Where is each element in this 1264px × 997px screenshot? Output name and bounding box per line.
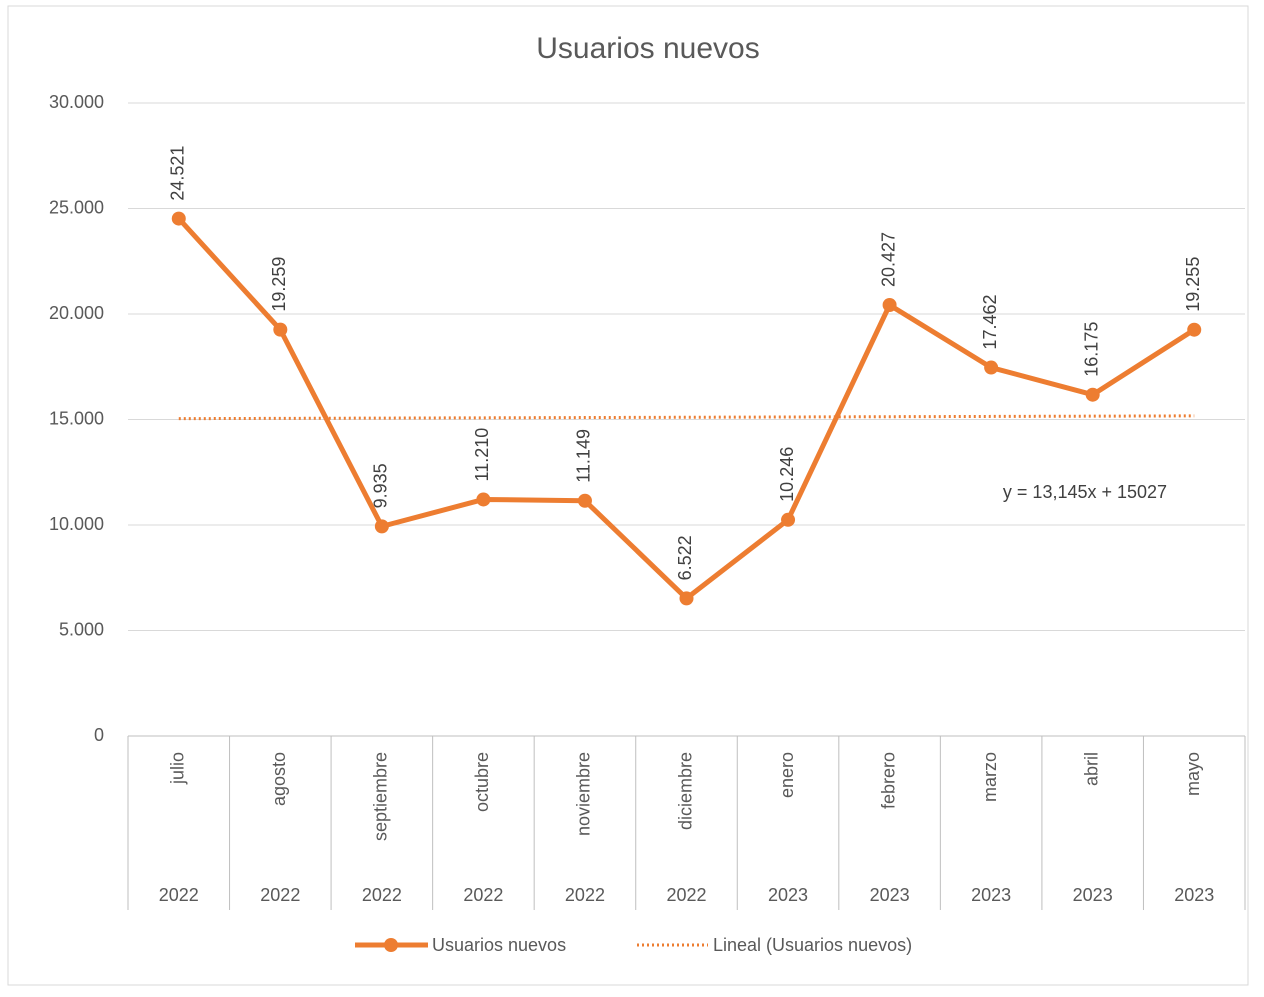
data-point: [476, 492, 491, 507]
x-tick-label: diciembre: [675, 752, 695, 830]
x-group-label: 2023: [870, 885, 910, 905]
x-group-label: 2022: [666, 885, 706, 905]
y-tick-label: 5.000: [59, 619, 104, 639]
y-tick-label: 20.000: [49, 303, 104, 323]
data-label: 19.259: [269, 257, 289, 312]
data-label: 10.246: [777, 447, 797, 502]
x-group-label: 2023: [971, 885, 1011, 905]
data-point: [171, 211, 186, 226]
x-group-label: 2022: [463, 885, 503, 905]
data-label: 11.210: [472, 428, 492, 482]
x-tick-label: febrero: [878, 752, 898, 809]
data-label: 6.522: [675, 535, 695, 580]
y-tick-label: 30.000: [49, 92, 104, 112]
data-label: 24.521: [168, 146, 188, 201]
x-tick-label: marzo: [980, 752, 1000, 802]
x-group-label: 2022: [565, 885, 605, 905]
trendline: [178, 414, 1195, 421]
data-point: [1187, 322, 1202, 337]
x-tick-label: septiembre: [371, 752, 391, 841]
data-point: [577, 493, 592, 508]
x-tick-label: octubre: [472, 752, 492, 812]
data-label: 16.175: [1081, 322, 1101, 377]
chart-border: [7, 5, 1249, 986]
data-point: [679, 591, 694, 606]
data-point: [882, 297, 897, 312]
y-tick-label: 10.000: [49, 514, 104, 534]
legend-label: Usuarios nuevos: [432, 935, 566, 955]
x-group-label: 2023: [1174, 885, 1214, 905]
x-tick-label: julio: [168, 752, 188, 785]
y-tick-label: 15.000: [49, 408, 104, 428]
data-point: [984, 360, 999, 375]
data-point: [1085, 387, 1100, 402]
y-tick-label: 0: [94, 725, 104, 745]
x-group-label: 2022: [159, 885, 199, 905]
data-label: 9.935: [371, 463, 391, 508]
data-label: 20.427: [878, 232, 898, 287]
chart-title: Usuarios nuevos: [536, 32, 759, 65]
y-tick-label: 25.000: [49, 197, 104, 217]
legend-marker: [384, 938, 398, 952]
data-point: [781, 512, 796, 527]
data-label: 11.149: [574, 429, 594, 483]
x-group-label: 2023: [1073, 885, 1113, 905]
x-tick-label: enero: [777, 752, 797, 798]
x-tick-label: agosto: [269, 752, 289, 806]
x-group-label: 2022: [260, 885, 300, 905]
x-group-label: 2023: [768, 885, 808, 905]
data-label: 17.462: [980, 294, 1000, 349]
x-tick-label: noviembre: [574, 752, 594, 836]
data-point: [273, 322, 288, 337]
data-label: 19.255: [1183, 257, 1203, 312]
legend-label: Lineal (Usuarios nuevos): [713, 935, 912, 955]
data-point: [374, 519, 389, 534]
x-tick-label: mayo: [1183, 752, 1203, 796]
x-tick-label: abril: [1081, 752, 1101, 786]
x-group-label: 2022: [362, 885, 402, 905]
trendline-equation: y = 13,145x + 15027: [1003, 482, 1167, 502]
